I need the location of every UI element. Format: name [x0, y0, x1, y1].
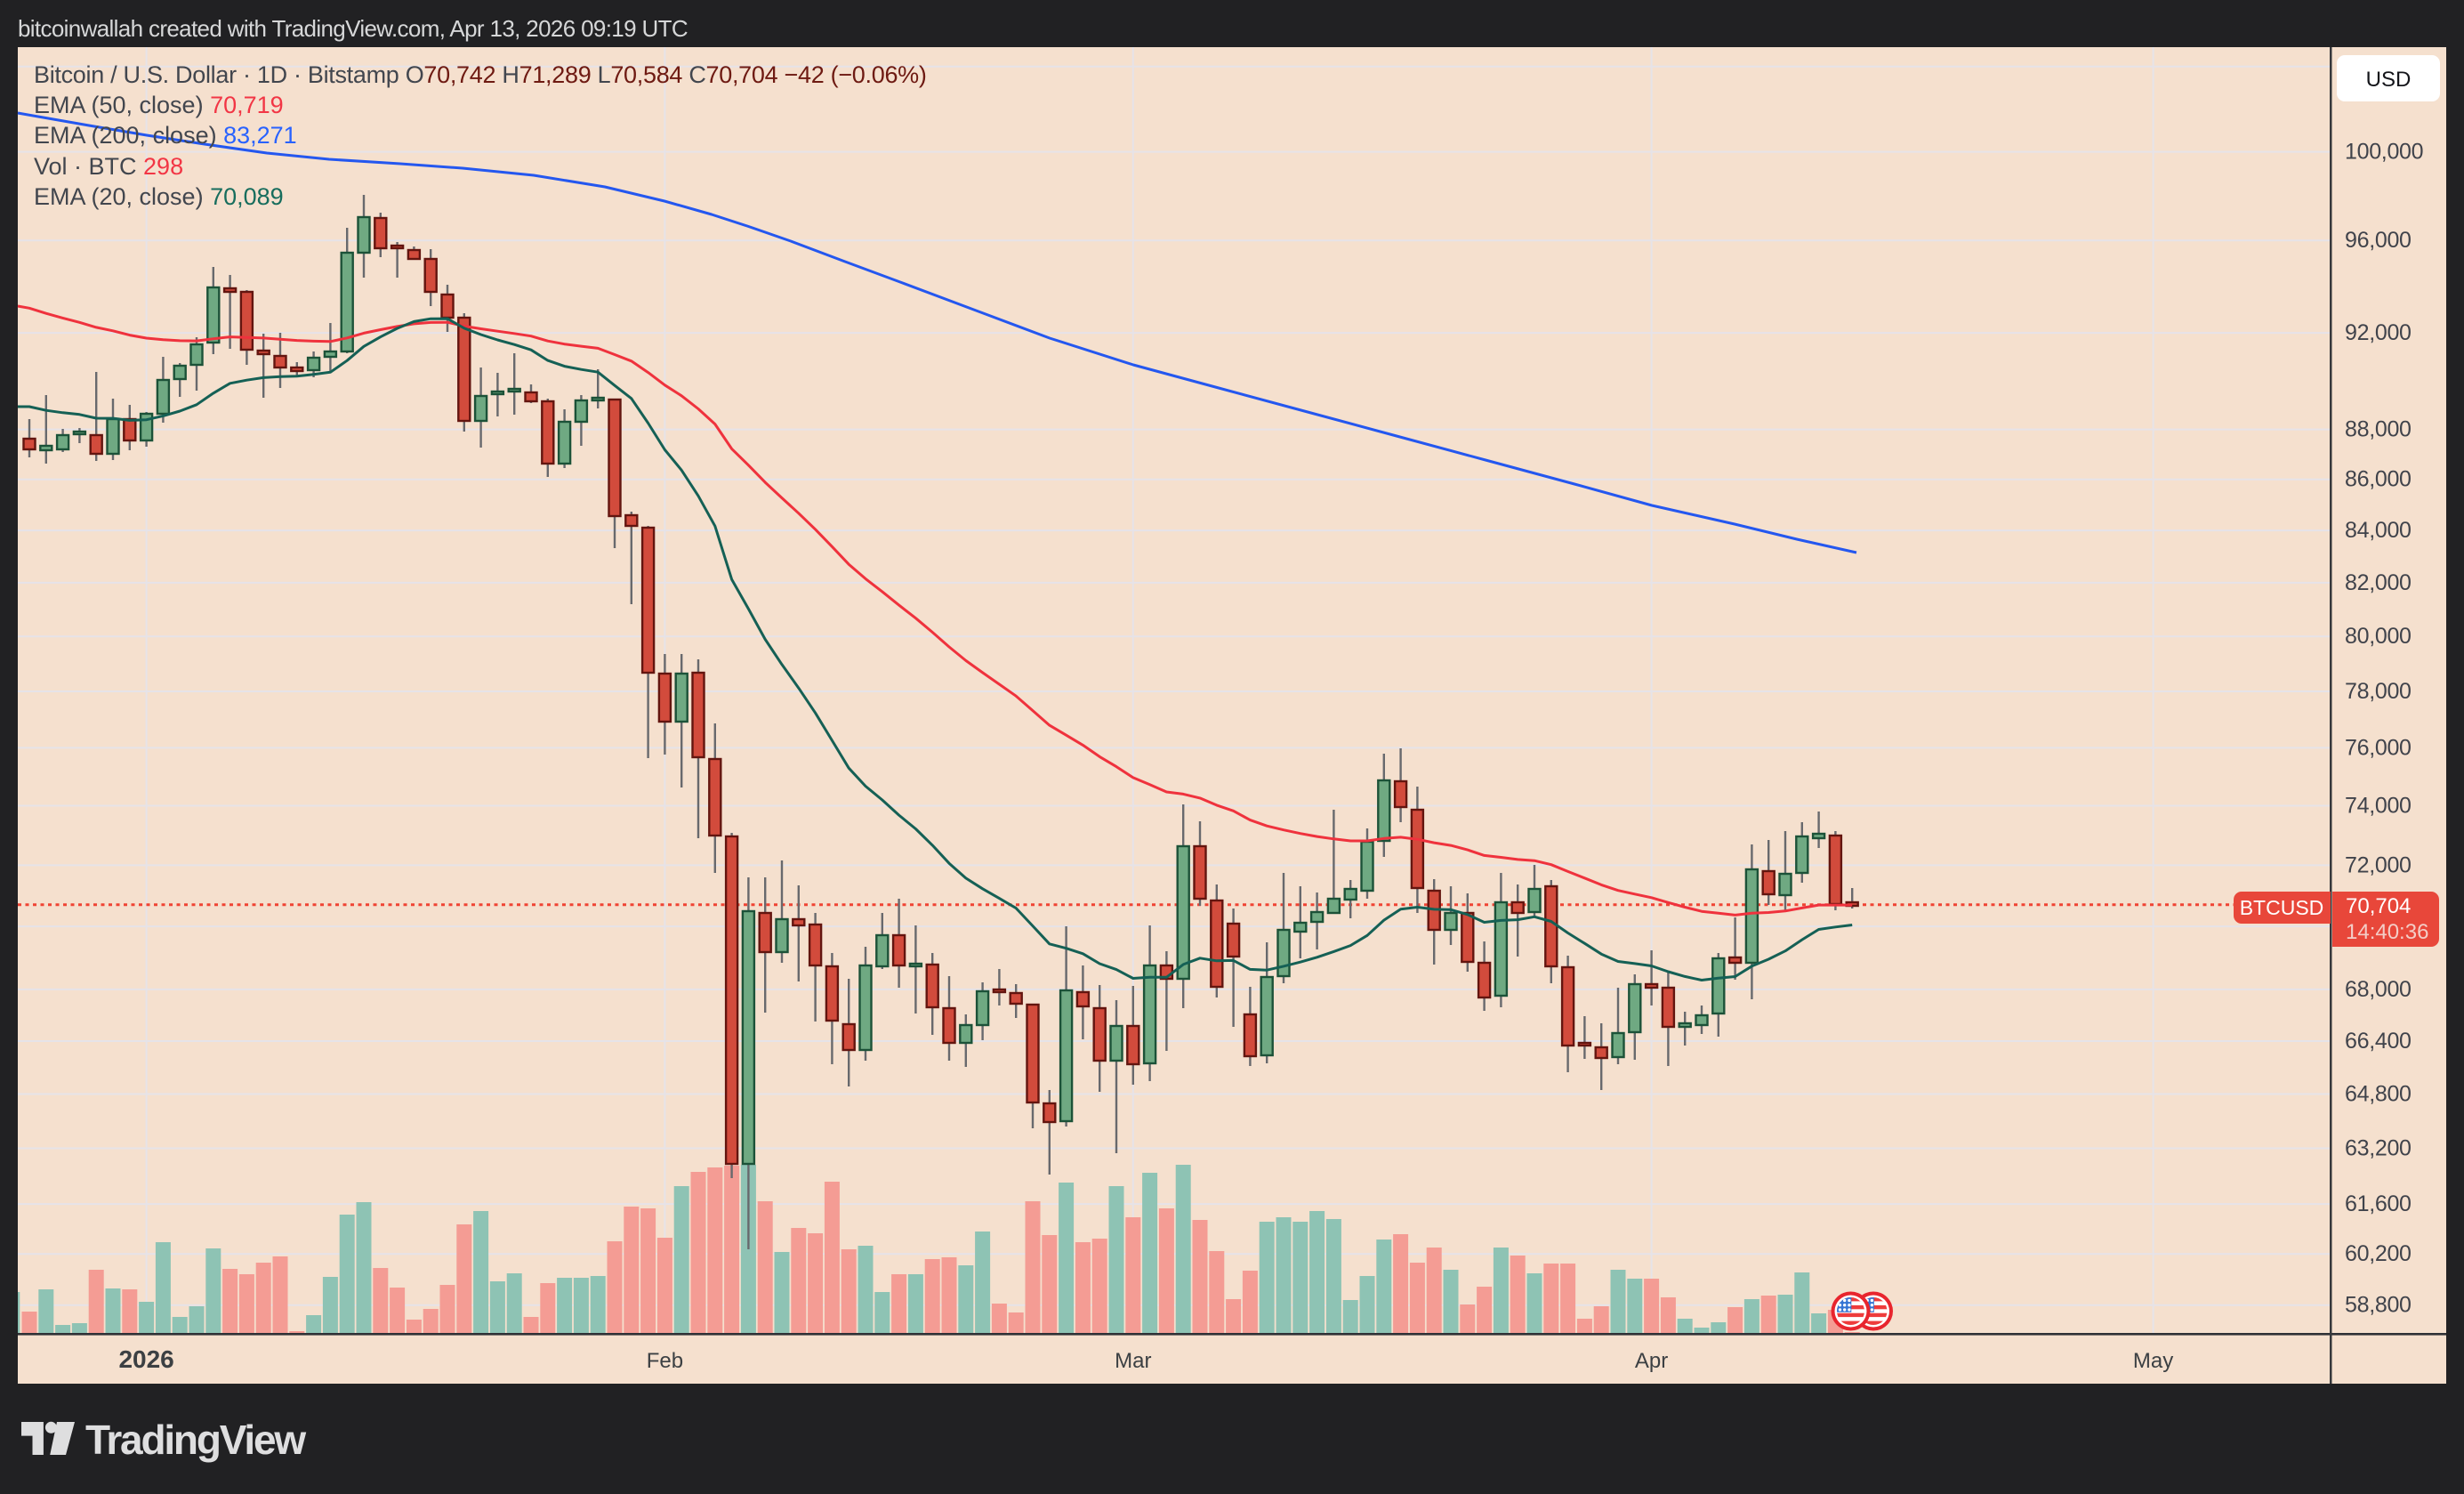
svg-text:EMA (20, close) 70,089: EMA (20, close) 70,089 [34, 183, 284, 210]
svg-text:76,000: 76,000 [2345, 735, 2412, 760]
svg-text:bitcoinwallah created with Tra: bitcoinwallah created with TradingView.c… [18, 15, 688, 42]
svg-text:USD: USD [2366, 68, 2412, 92]
svg-text:66,400: 66,400 [2345, 1029, 2412, 1054]
svg-text:78,000: 78,000 [2345, 679, 2412, 704]
svg-text:Vol · BTC 298: Vol · BTC 298 [34, 153, 183, 180]
svg-text:58,800: 58,800 [2345, 1293, 2412, 1318]
svg-text:86,000: 86,000 [2345, 467, 2412, 492]
svg-text:82,000: 82,000 [2345, 570, 2412, 595]
svg-text:100,000: 100,000 [2345, 140, 2423, 165]
svg-text:61,600: 61,600 [2345, 1191, 2412, 1216]
svg-text:63,200: 63,200 [2345, 1136, 2412, 1161]
svg-text:64,800: 64,800 [2345, 1082, 2412, 1107]
svg-text:80,000: 80,000 [2345, 624, 2412, 649]
svg-text:Bitcoin / U.S. Dollar · 1D · B: Bitcoin / U.S. Dollar · 1D · Bitstamp O7… [34, 61, 927, 88]
svg-text:Apr: Apr [1635, 1349, 1668, 1373]
svg-text:2026: 2026 [118, 1345, 173, 1373]
svg-text:TradingView: TradingView [85, 1417, 306, 1463]
svg-text:14:40:36: 14:40:36 [2346, 920, 2428, 944]
svg-text:EMA (200, close) 83,271: EMA (200, close) 83,271 [34, 122, 297, 149]
svg-text:Feb: Feb [647, 1349, 683, 1373]
svg-text:BTCUSD: BTCUSD [2240, 896, 2324, 919]
svg-text:May: May [2133, 1349, 2173, 1373]
svg-text:70,704: 70,704 [2346, 894, 2411, 918]
svg-text:92,000: 92,000 [2345, 320, 2412, 345]
svg-text:88,000: 88,000 [2345, 417, 2412, 442]
svg-text:60,200: 60,200 [2345, 1241, 2412, 1266]
svg-text:84,000: 84,000 [2345, 518, 2412, 543]
svg-text:74,000: 74,000 [2345, 794, 2412, 819]
svg-text:EMA (50, close) 70,719: EMA (50, close) 70,719 [34, 92, 284, 118]
svg-text:68,000: 68,000 [2345, 977, 2412, 1002]
svg-text:72,000: 72,000 [2345, 852, 2412, 877]
svg-text:96,000: 96,000 [2345, 228, 2412, 253]
svg-text:Mar: Mar [1115, 1349, 1151, 1373]
